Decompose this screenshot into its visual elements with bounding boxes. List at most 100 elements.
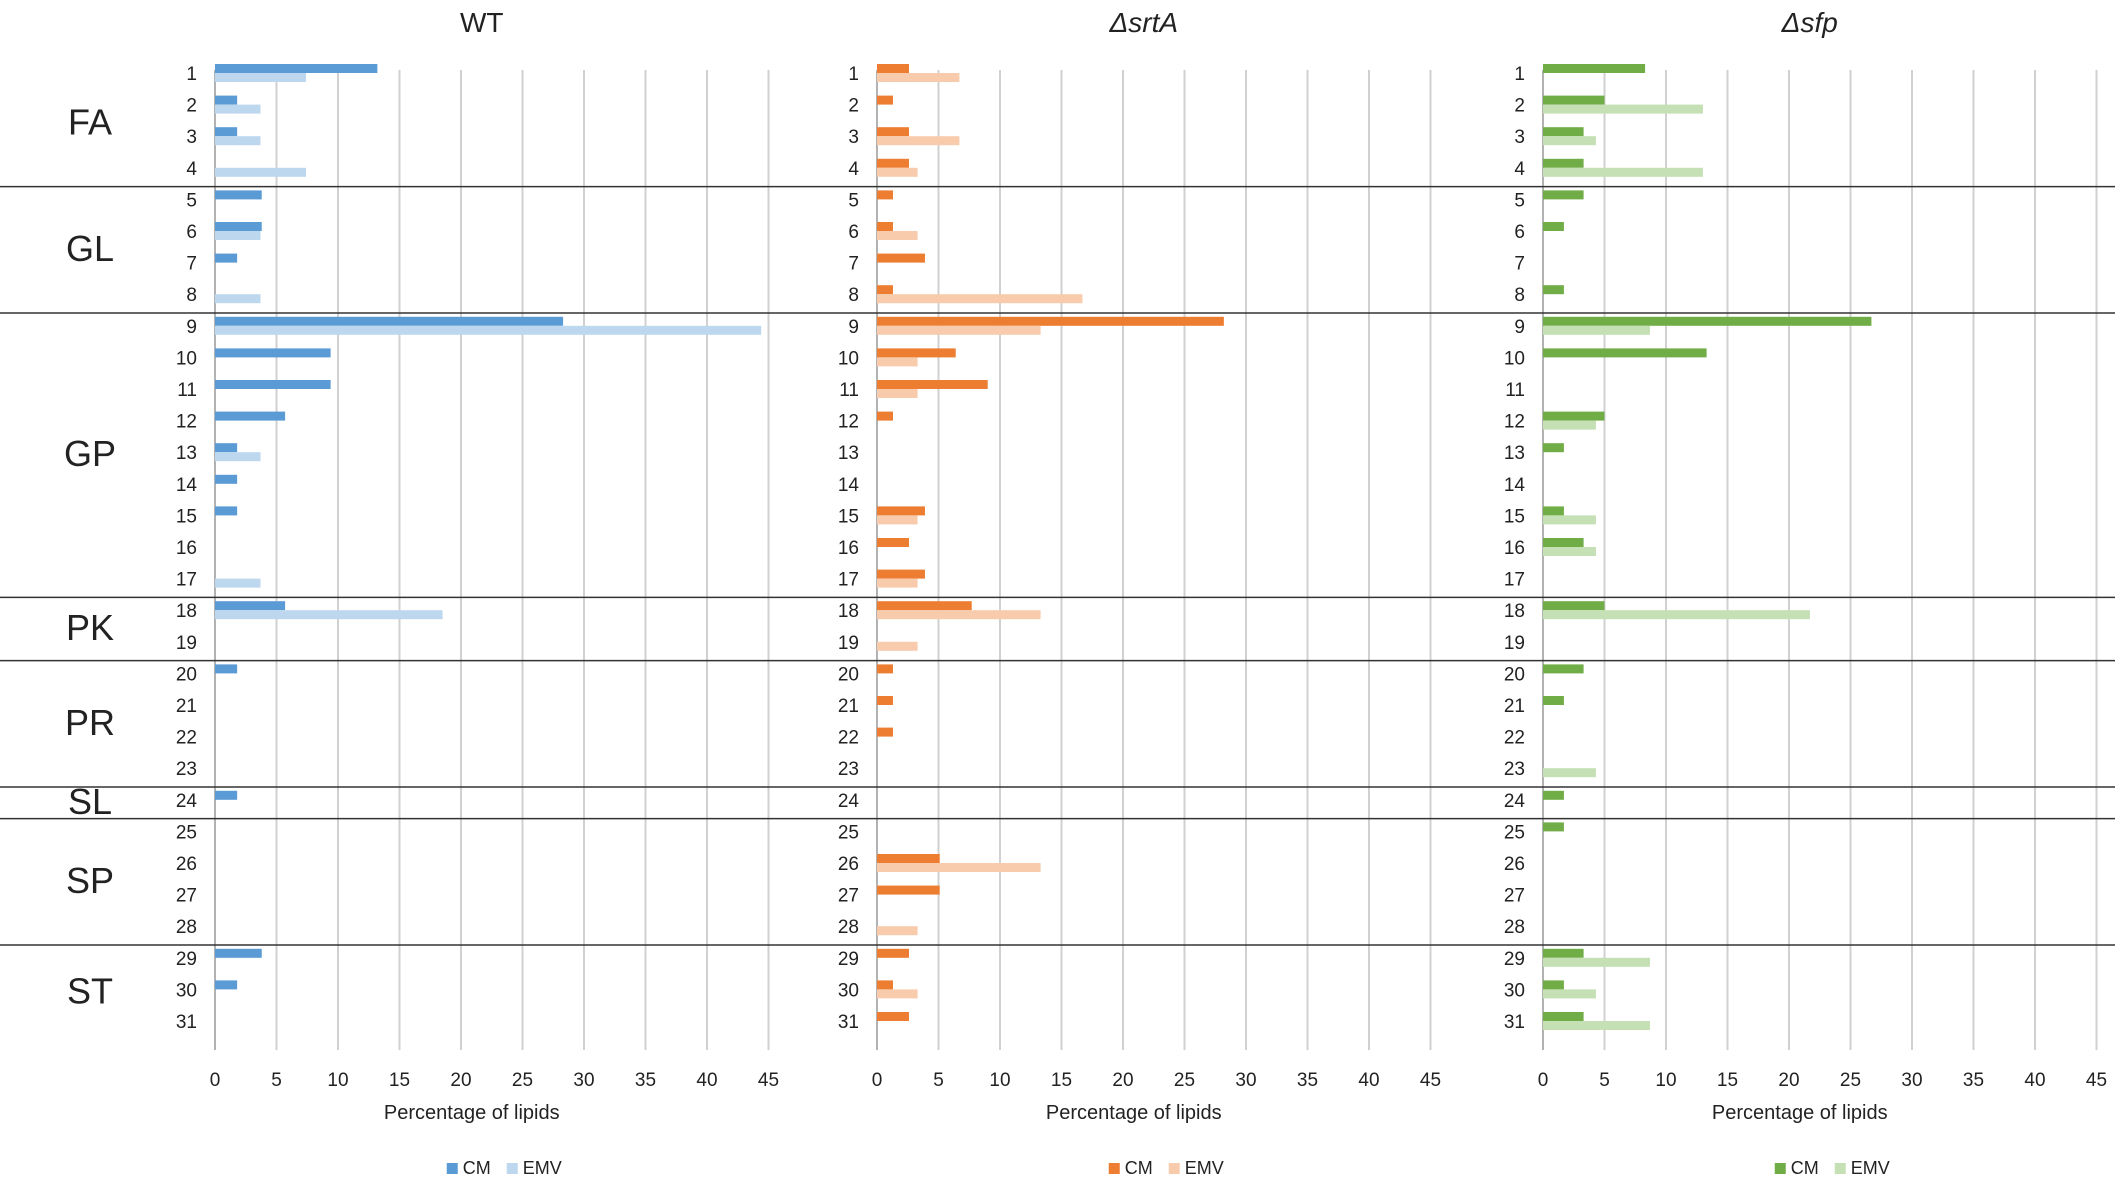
row-label-wt-7: 7: [186, 254, 197, 275]
legend-swatch-wt-cm: [446, 1163, 458, 1174]
row-label-srta-11: 11: [839, 380, 859, 401]
x-tick-wt-35: 35: [635, 1070, 656, 1091]
row-label-sfp-21: 21: [1504, 696, 1525, 717]
bar-srta-emv-28: [877, 926, 918, 936]
bar-wt-cm-1: [215, 64, 378, 73]
bar-sfp-cm-25: [1543, 822, 1564, 832]
bar-sfp-cm-10: [1543, 348, 1707, 358]
bar-sfp-cm-12: [1543, 411, 1605, 421]
group-label-pr: PR: [65, 702, 115, 743]
x-tick-wt-5: 5: [271, 1070, 282, 1091]
bar-sfp-emv-16: [1543, 547, 1596, 556]
bar-sfp-emv-3: [1543, 136, 1596, 146]
x-tick-sfp-10: 10: [1655, 1070, 1676, 1091]
row-label-srta-13: 13: [838, 443, 859, 464]
bar-srta-cm-17: [877, 569, 925, 579]
bar-sfp-emv-23: [1543, 768, 1596, 778]
bar-wt-cm-7: [215, 253, 238, 263]
row-label-srta-27: 27: [838, 886, 859, 907]
row-label-sfp-18: 18: [1504, 601, 1525, 622]
row-label-wt-8: 8: [186, 285, 197, 306]
bar-srta-cm-15: [877, 506, 925, 516]
row-label-sfp-29: 29: [1504, 949, 1525, 970]
bar-srta-cm-18: [877, 601, 972, 611]
bar-sfp-cm-3: [1543, 127, 1584, 137]
row-label-sfp-15: 15: [1504, 506, 1525, 527]
x-tick-wt-45: 45: [758, 1070, 779, 1091]
legend-swatch-srta-cm: [1108, 1163, 1120, 1174]
bar-srta-emv-8: [877, 294, 1083, 304]
bar-srta-emv-30: [877, 989, 918, 999]
row-label-sfp-20: 20: [1504, 664, 1525, 685]
bar-wt-emv-2: [215, 104, 261, 114]
bar-sfp-cm-29: [1543, 948, 1584, 958]
row-label-wt-21: 21: [176, 696, 197, 717]
x-tick-srta-5: 5: [933, 1070, 944, 1091]
bar-srta-cm-22: [877, 727, 893, 737]
x-tick-wt-10: 10: [327, 1070, 348, 1091]
bar-srta-emv-19: [877, 641, 918, 651]
row-label-wt-9: 9: [186, 317, 197, 338]
x-tick-srta-25: 25: [1174, 1070, 1195, 1091]
bar-wt-emv-8: [215, 294, 261, 304]
bar-srta-cm-7: [877, 253, 925, 263]
bar-sfp-emv-29: [1543, 957, 1651, 967]
panel-title-wt: WT: [460, 7, 504, 38]
row-label-sfp-1: 1: [1514, 64, 1525, 85]
row-label-wt-25: 25: [176, 822, 197, 843]
bar-wt-cm-3: [215, 127, 238, 137]
row-label-wt-10: 10: [176, 348, 197, 369]
x-tick-srta-45: 45: [1420, 1070, 1441, 1091]
bar-srta-emv-11: [877, 389, 918, 398]
x-tick-wt-15: 15: [389, 1070, 410, 1091]
row-label-srta-5: 5: [848, 190, 859, 211]
bar-wt-cm-13: [215, 443, 238, 453]
row-label-sfp-16: 16: [1504, 538, 1525, 559]
bar-wt-cm-5: [215, 190, 262, 200]
bar-wt-emv-18: [215, 610, 443, 620]
group-label-sl: SL: [68, 781, 112, 822]
row-label-wt-17: 17: [176, 570, 197, 591]
row-label-srta-23: 23: [838, 759, 859, 780]
row-label-srta-22: 22: [838, 728, 859, 749]
row-label-sfp-25: 25: [1504, 822, 1525, 843]
bar-srta-cm-6: [877, 222, 893, 231]
x-tick-sfp-30: 30: [1901, 1070, 1922, 1091]
bar-srta-cm-10: [877, 348, 956, 358]
x-tick-sfp-45: 45: [2086, 1070, 2107, 1091]
bar-srta-emv-17: [877, 578, 918, 588]
row-label-srta-17: 17: [838, 570, 859, 591]
bar-wt-cm-6: [215, 222, 262, 231]
row-label-sfp-11: 11: [1505, 380, 1525, 401]
group-label-fa: FA: [68, 101, 112, 142]
row-label-srta-1: 1: [848, 64, 859, 85]
bar-sfp-emv-15: [1543, 515, 1596, 525]
bars-layer: [215, 64, 1872, 1030]
row-label-wt-28: 28: [176, 917, 197, 938]
legend-label-sfp-cm: CM: [1791, 1158, 1819, 1178]
bar-srta-cm-1: [877, 64, 909, 73]
bar-srta-cm-21: [877, 696, 893, 705]
row-label-srta-29: 29: [838, 949, 859, 970]
row-label-sfp-22: 22: [1504, 728, 1525, 749]
group-label-pk: PK: [66, 607, 114, 648]
row-label-srta-21: 21: [838, 696, 859, 717]
row-label-sfp-4: 4: [1514, 159, 1525, 180]
bar-srta-emv-18: [877, 610, 1041, 620]
bar-wt-cm-11: [215, 380, 331, 389]
bar-sfp-cm-24: [1543, 790, 1564, 800]
bar-wt-cm-14: [215, 474, 238, 484]
row-label-wt-22: 22: [176, 728, 197, 749]
bar-sfp-cm-20: [1543, 664, 1584, 674]
row-label-srta-8: 8: [848, 285, 859, 306]
x-axis-label-sfp: Percentage of lipids: [1712, 1102, 1888, 1124]
x-tick-wt-20: 20: [450, 1070, 471, 1091]
bar-sfp-cm-9: [1543, 316, 1872, 326]
bar-sfp-cm-15: [1543, 506, 1564, 516]
row-label-srta-18: 18: [838, 601, 859, 622]
bar-srta-emv-4: [877, 167, 918, 177]
bar-srta-emv-1: [877, 73, 960, 82]
row-label-wt-26: 26: [176, 854, 197, 875]
